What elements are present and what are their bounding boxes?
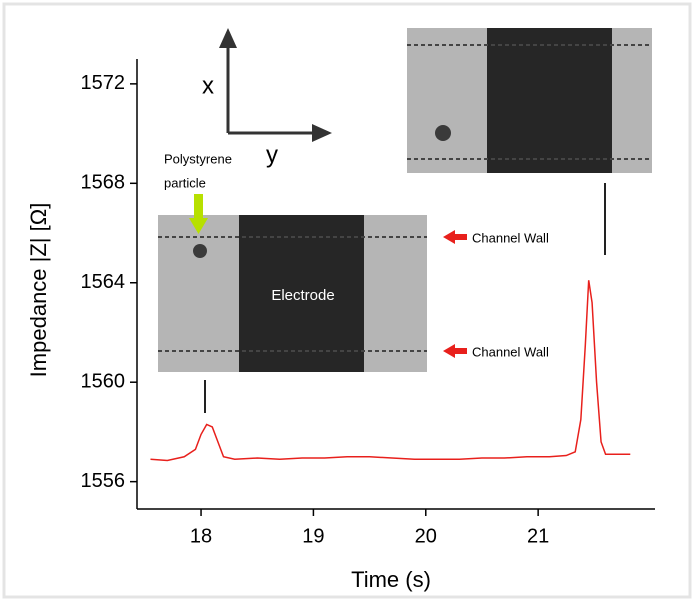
y-tick-label: 1568 (81, 172, 126, 194)
x-axis-title: Time (s) (351, 567, 431, 592)
wall-arrow (443, 230, 467, 244)
y-tick-label: 1564 (81, 271, 126, 293)
x-tick-label: 20 (415, 525, 437, 547)
wall-arrow (443, 344, 467, 358)
axis-x-label: x (202, 72, 214, 99)
y-tick-label: 1572 (81, 72, 126, 94)
wall-label: Channel Wall (472, 230, 549, 245)
particle-label: Polystyrene (164, 151, 232, 166)
x-tick-label: 19 (302, 525, 324, 547)
axis-y-label: y (266, 141, 278, 168)
electrode-label: Electrode (271, 287, 334, 304)
data-line (150, 280, 631, 462)
y-tick-label: 1560 (81, 370, 126, 392)
inset-image-bottom (158, 215, 427, 372)
x-tick-label: 18 (190, 525, 212, 547)
particle-arrow (189, 194, 208, 234)
y-tick-label: 1556 (81, 470, 126, 492)
particle-label: particle (164, 175, 206, 190)
inset-image-top (407, 28, 652, 173)
y-axis-title: Impedance |Z| [Ω] (26, 203, 51, 378)
x-tick-label: 21 (527, 525, 549, 547)
wall-label: Channel Wall (472, 344, 549, 359)
axes-icon (219, 28, 332, 142)
